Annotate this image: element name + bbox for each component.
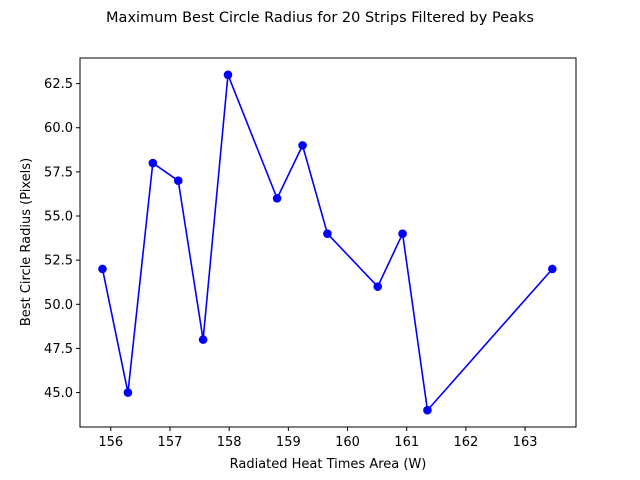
y-axis-label: Best Circle Radius (Pixels) (19, 158, 34, 326)
x-tick-label: 157 (158, 435, 183, 450)
data-point (123, 388, 133, 397)
y-tick-label: 60.0 (44, 121, 73, 136)
x-tick-label: 156 (98, 435, 123, 450)
y-tick-label: 47.5 (44, 342, 73, 357)
x-tick-label: 162 (453, 435, 478, 450)
y-tick-label: 55.0 (44, 210, 73, 225)
x-tick-label: 158 (217, 435, 242, 450)
x-tick-label: 161 (394, 435, 419, 450)
series-layer (98, 70, 557, 415)
data-point (173, 176, 183, 186)
data-point (198, 335, 208, 344)
y-tick-label: 45.0 (44, 386, 73, 401)
data-point (548, 264, 557, 274)
x-axis-label: Radiated Heat Times Area (W) (230, 457, 427, 472)
y-tick-label: 57.5 (44, 165, 73, 180)
plot-area (79, 57, 577, 428)
data-point (223, 70, 233, 80)
chart-title: Maximum Best Circle Radius for 20 Strips… (106, 10, 534, 26)
data-point (423, 405, 432, 415)
x-tick-label: 160 (335, 435, 360, 450)
y-axis: 45.0 47.5 50.0 52.5 55.0 57.5 60.0 62.5 (44, 77, 80, 401)
y-tick-label: 50.0 (44, 298, 73, 313)
x-tick-label: 163 (513, 435, 538, 450)
y-tick-label: 62.5 (44, 77, 73, 92)
x-tick-label: 159 (276, 435, 301, 450)
y-tick-label: 52.5 (44, 254, 73, 269)
data-point (272, 194, 282, 203)
data-point (398, 229, 407, 238)
data-point (298, 141, 307, 150)
data-point (98, 264, 107, 274)
x-axis: 156 157 158 159 160 161 162 163 (98, 427, 538, 450)
data-point (323, 229, 332, 238)
data-point (373, 282, 383, 291)
data-point (148, 158, 158, 168)
